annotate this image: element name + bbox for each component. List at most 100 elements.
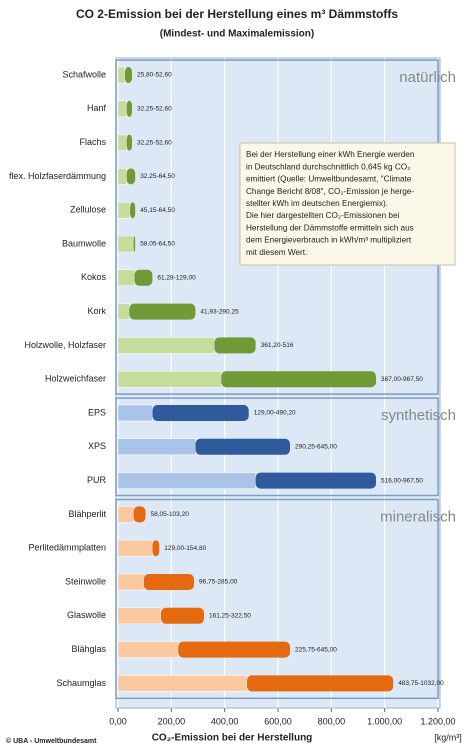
- category-label: Zellulose: [70, 205, 106, 215]
- group-label: synthetisch: [381, 407, 456, 424]
- annotation-line: emittiert (Quelle: Umweltbundesamt, "Cli…: [246, 175, 412, 184]
- category-label: Hanf: [87, 103, 107, 113]
- value-label: 32,25-52,60: [137, 139, 172, 146]
- x-unit: [kg/m³]: [434, 732, 462, 742]
- category-label: Kork: [87, 306, 106, 316]
- annotation-line: dem Energieverbrauch in kWh/m³ multipliz…: [246, 236, 412, 245]
- category-label: Steinwolle: [65, 576, 106, 586]
- bar-range: [126, 134, 133, 151]
- bar-min: [117, 641, 179, 658]
- x-tick-label: 600,00: [264, 716, 292, 726]
- value-label: 96,75-285,00: [199, 579, 238, 586]
- annotation-line: Die hier dargestellten CO₂-Emissionen be…: [246, 211, 400, 220]
- bars: natürlich 25,80-52,60 32,25-52,60 32,25-52,…: [117, 66, 456, 692]
- bar-range: [124, 67, 133, 83]
- value-label: 61,28-129,00: [157, 275, 196, 282]
- category-label: XPS: [88, 441, 106, 451]
- bar-min: [117, 235, 134, 253]
- annotation-line: Change Bericht 8/08", CO₂-Emission je he…: [246, 187, 414, 196]
- bar-range: [178, 641, 290, 658]
- bar-min: [117, 438, 196, 456]
- group-label: mineralisch: [380, 508, 456, 525]
- bar-min: [117, 100, 127, 118]
- category-label: PUR: [87, 475, 107, 485]
- bar-min: [117, 539, 153, 557]
- bar-range: [126, 100, 133, 117]
- value-label: 516,00-967,50: [381, 477, 423, 484]
- bar-range: [214, 337, 256, 354]
- value-label: 58,05-64,50: [140, 241, 175, 248]
- bar-range: [255, 472, 376, 489]
- value-label: 387,00-967,50: [381, 376, 423, 383]
- bar-min: [117, 303, 130, 320]
- bar-range: [195, 438, 290, 455]
- value-label: 483,75-1032,00: [398, 680, 444, 687]
- category-label: Glaswolle: [67, 610, 106, 620]
- annotation-line: stellter kWh im deutschen Energiemix).: [246, 199, 388, 208]
- value-label: 361,20-516: [261, 342, 294, 349]
- bar-min: [117, 168, 127, 185]
- annotation-box: [239, 142, 456, 266]
- group-panel: [115, 498, 439, 700]
- bar-min: [117, 404, 153, 422]
- category-label: Blähperlit: [68, 509, 106, 519]
- value-label: 32,25-64,50: [140, 173, 175, 180]
- chart-title: CO 2-Emission bei der Herstellung eines …: [76, 7, 398, 21]
- value-label: 45,15-64,50: [140, 207, 175, 214]
- bar-min: [117, 506, 134, 523]
- bar-range: [126, 168, 136, 185]
- category-label: Holzweichfaser: [45, 374, 106, 384]
- category-label: Perlitedämmplatten: [28, 543, 106, 553]
- category-label: Baumwolle: [62, 238, 106, 248]
- value-label: 225,75-645,00: [295, 646, 337, 653]
- value-label: 32,25-52,60: [137, 106, 172, 113]
- x-tick-label: 1.000,00: [367, 716, 402, 726]
- category-label: Kokos: [81, 272, 107, 282]
- category-label: EPS: [88, 407, 106, 417]
- grid: [115, 58, 439, 708]
- bar-range: [161, 607, 204, 624]
- bar-min: [117, 66, 126, 84]
- value-label: 58,05-103,20: [151, 511, 190, 518]
- x-tick-label: 400,00: [211, 716, 239, 726]
- bar-min: [117, 607, 162, 625]
- value-label: 129,00-490,20: [254, 410, 296, 417]
- bar-min: [117, 337, 215, 354]
- value-label: 25,80-52,60: [137, 72, 172, 79]
- bar-range: [133, 236, 136, 252]
- annotation-line: in Deutschland durchschnittlich 0,645 kg…: [246, 162, 410, 171]
- bar-range: [129, 303, 196, 320]
- bar-min: [117, 472, 256, 489]
- chart-subtitle: (Mindest- und Maximalemission): [160, 29, 314, 40]
- bar-min: [117, 134, 127, 151]
- x-tick-label: 800,00: [318, 716, 346, 726]
- bar-range: [152, 540, 160, 557]
- category-label: Holzwolle, Holzfaser: [24, 340, 106, 350]
- bar-min: [117, 269, 135, 287]
- category-label: Schafwolle: [62, 69, 106, 79]
- bar-range: [134, 269, 153, 286]
- x-tick-label: 1.200,00: [420, 716, 455, 726]
- bar-min: [117, 675, 248, 692]
- category-label: flex. Holzfaserdämmung: [9, 171, 106, 181]
- x-axis-label: CO₂-Emission bei der Herstellung: [152, 733, 313, 744]
- value-label: 290,25-645,00: [295, 444, 337, 451]
- value-label: 161,25-322,50: [209, 613, 251, 620]
- source: © UBA - Umweltbundesamt: [6, 737, 97, 745]
- category-label: Blähglas: [71, 644, 106, 654]
- annotation-line: Herstellung der Dämmstoffe ermitteln sic…: [246, 223, 414, 232]
- group-panel: [115, 397, 439, 497]
- value-label: 41,93-290,25: [200, 308, 239, 315]
- category-label: Schaumglas: [56, 678, 106, 688]
- bar-range: [152, 405, 249, 421]
- bar-range: [143, 574, 194, 590]
- bar-range: [247, 675, 394, 692]
- x-tick-label: 200,00: [158, 716, 186, 726]
- annotation-line: Bei der Herstellung einer kWh Energie we…: [246, 150, 415, 159]
- bar-range: [130, 202, 136, 219]
- x-tick-label: 0,00: [109, 716, 127, 726]
- bar-min: [117, 370, 222, 388]
- bar-range: [133, 506, 146, 523]
- annotation-line: mit diesem Wert.: [246, 248, 307, 257]
